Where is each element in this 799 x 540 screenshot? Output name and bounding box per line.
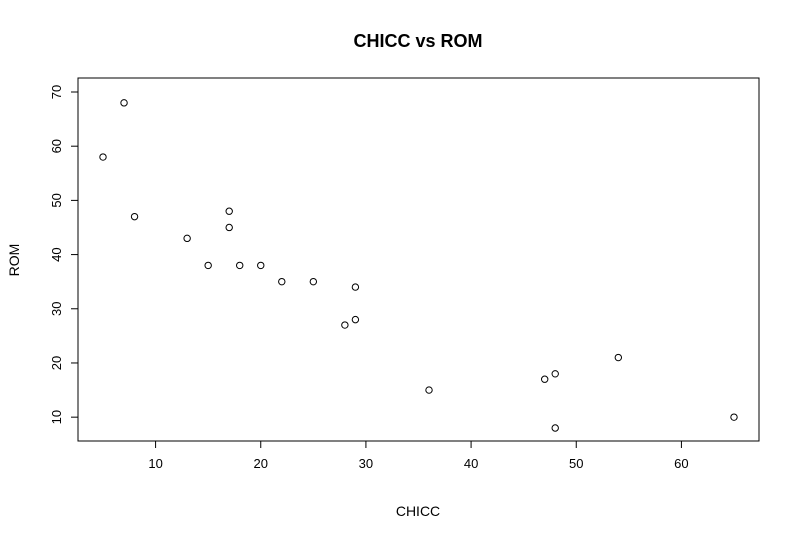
x-axis: 10 20 30 40 50 60 bbox=[148, 441, 689, 471]
data-point bbox=[541, 375, 549, 383]
y-axis: 10 20 30 40 50 60 70 bbox=[49, 85, 78, 424]
x-tick-label: 10 bbox=[148, 456, 162, 471]
y-axis-label: ROM bbox=[6, 244, 22, 277]
data-point bbox=[614, 353, 623, 362]
chart-title: CHICC vs ROM bbox=[353, 31, 482, 51]
x-axis-label: CHICC bbox=[396, 503, 440, 519]
x-tick-label: 30 bbox=[359, 456, 373, 471]
data-point bbox=[309, 277, 318, 286]
data-point bbox=[183, 234, 191, 243]
data-point bbox=[425, 386, 433, 394]
y-tick-label: 60 bbox=[49, 139, 64, 153]
data-point bbox=[351, 315, 360, 324]
data-point bbox=[551, 370, 559, 378]
data-point bbox=[225, 207, 233, 215]
data-point bbox=[204, 261, 212, 270]
y-tick-label: 40 bbox=[49, 247, 64, 261]
x-tick-label: 20 bbox=[254, 456, 268, 471]
x-tick-label: 60 bbox=[674, 456, 688, 471]
data-point bbox=[99, 153, 107, 161]
y-tick-label: 70 bbox=[49, 85, 64, 99]
data-points bbox=[99, 99, 738, 432]
y-tick-label: 30 bbox=[49, 302, 64, 316]
data-point bbox=[351, 283, 360, 291]
x-tick-label: 50 bbox=[569, 456, 583, 471]
x-tick-label: 40 bbox=[464, 456, 478, 471]
data-point bbox=[278, 277, 286, 286]
data-point bbox=[730, 413, 738, 421]
data-point bbox=[120, 99, 128, 107]
data-point bbox=[341, 321, 349, 329]
data-point bbox=[236, 261, 244, 270]
data-point bbox=[257, 261, 265, 270]
y-tick-label: 10 bbox=[49, 410, 64, 424]
data-point bbox=[130, 212, 139, 221]
y-tick-label: 50 bbox=[49, 193, 64, 207]
data-point bbox=[225, 223, 233, 232]
data-point bbox=[551, 424, 559, 432]
y-tick-label: 20 bbox=[49, 356, 64, 370]
plot-frame bbox=[77, 77, 760, 442]
